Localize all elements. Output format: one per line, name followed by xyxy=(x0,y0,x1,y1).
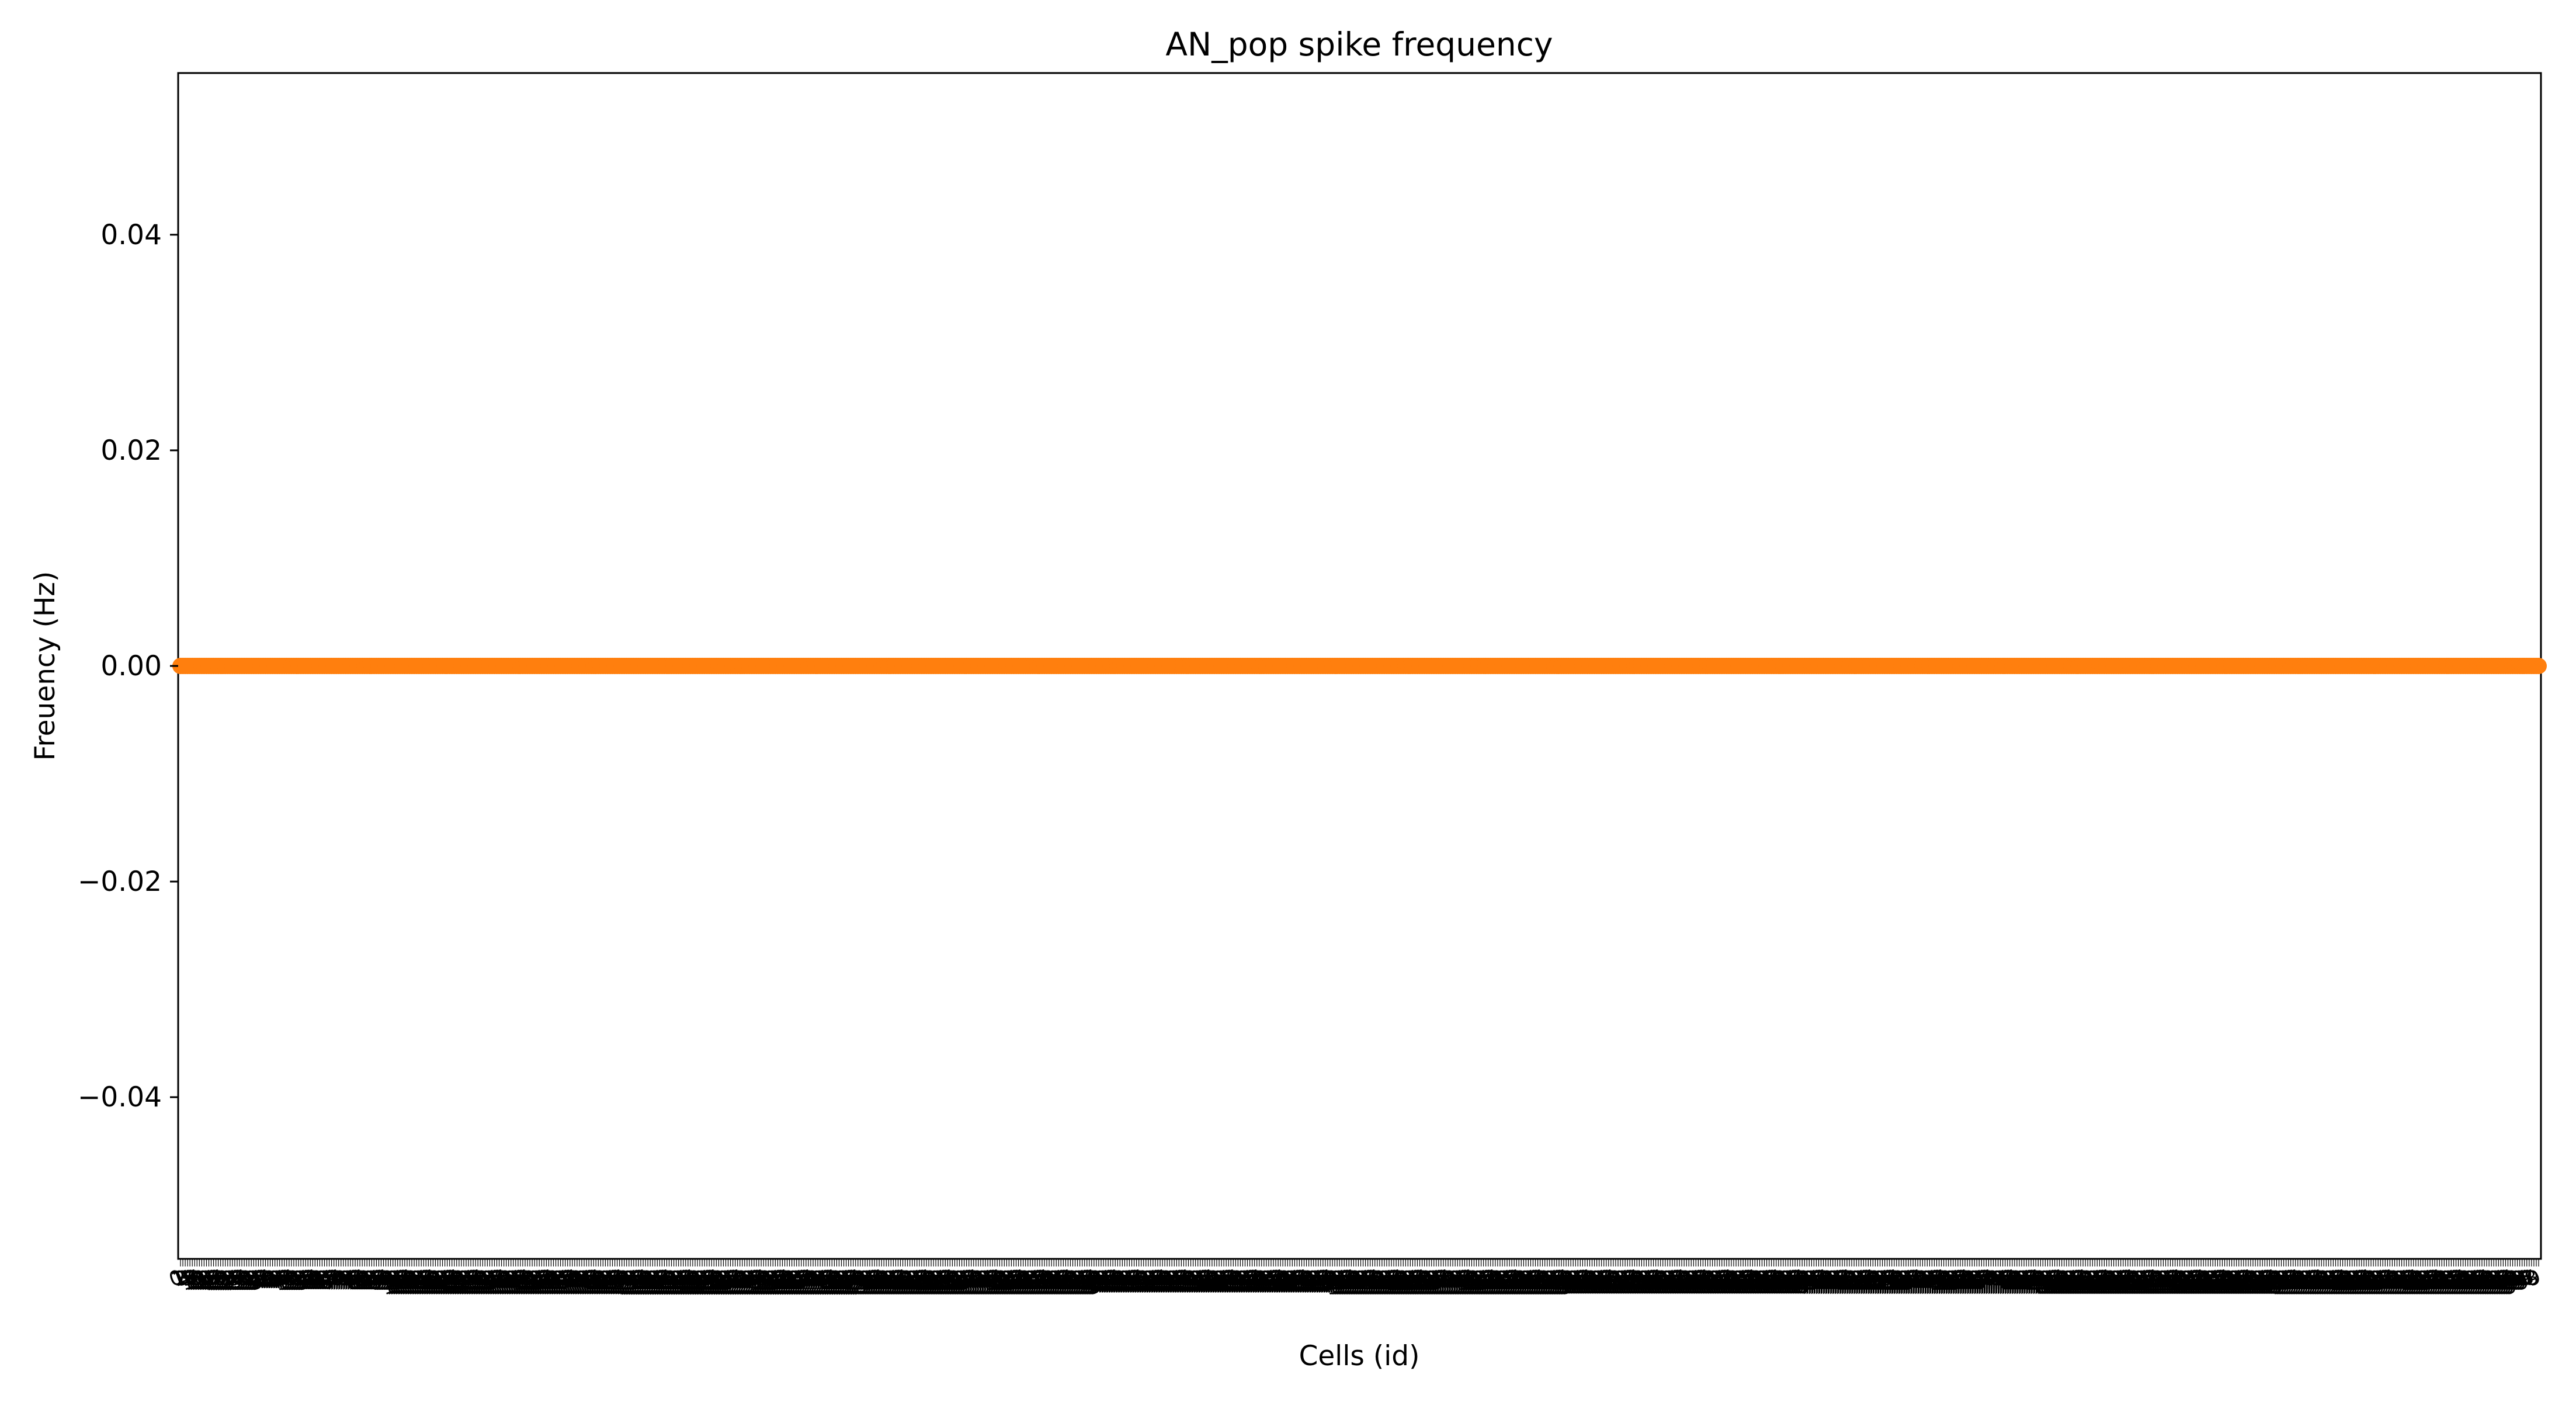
ytick-label: −0.02 xyxy=(78,866,162,898)
series-layer xyxy=(172,658,2547,674)
chart-title: AN_pop spike frequency xyxy=(1165,26,1553,63)
x-axis: 0123456789101112131415161718192021222324… xyxy=(166,1259,2544,1300)
x-axis-label: Cells (id) xyxy=(1299,1340,1420,1372)
ytick-label: 0.04 xyxy=(100,219,162,251)
ytick-label: 0.02 xyxy=(100,435,162,467)
ytick-label: 0.00 xyxy=(100,650,162,682)
data-point xyxy=(2530,658,2547,674)
xtick-marks xyxy=(180,1259,2539,1266)
plot-area xyxy=(172,72,2547,1260)
ytick-label: −0.04 xyxy=(78,1081,162,1113)
y-axis-label: Freuency (Hz) xyxy=(29,571,61,761)
xtick-labels: 0123456789101112131415161718192021222324… xyxy=(166,1265,2544,1300)
y-axis: −0.04 −0.02 0.00 0.02 0.04 xyxy=(78,219,178,1113)
